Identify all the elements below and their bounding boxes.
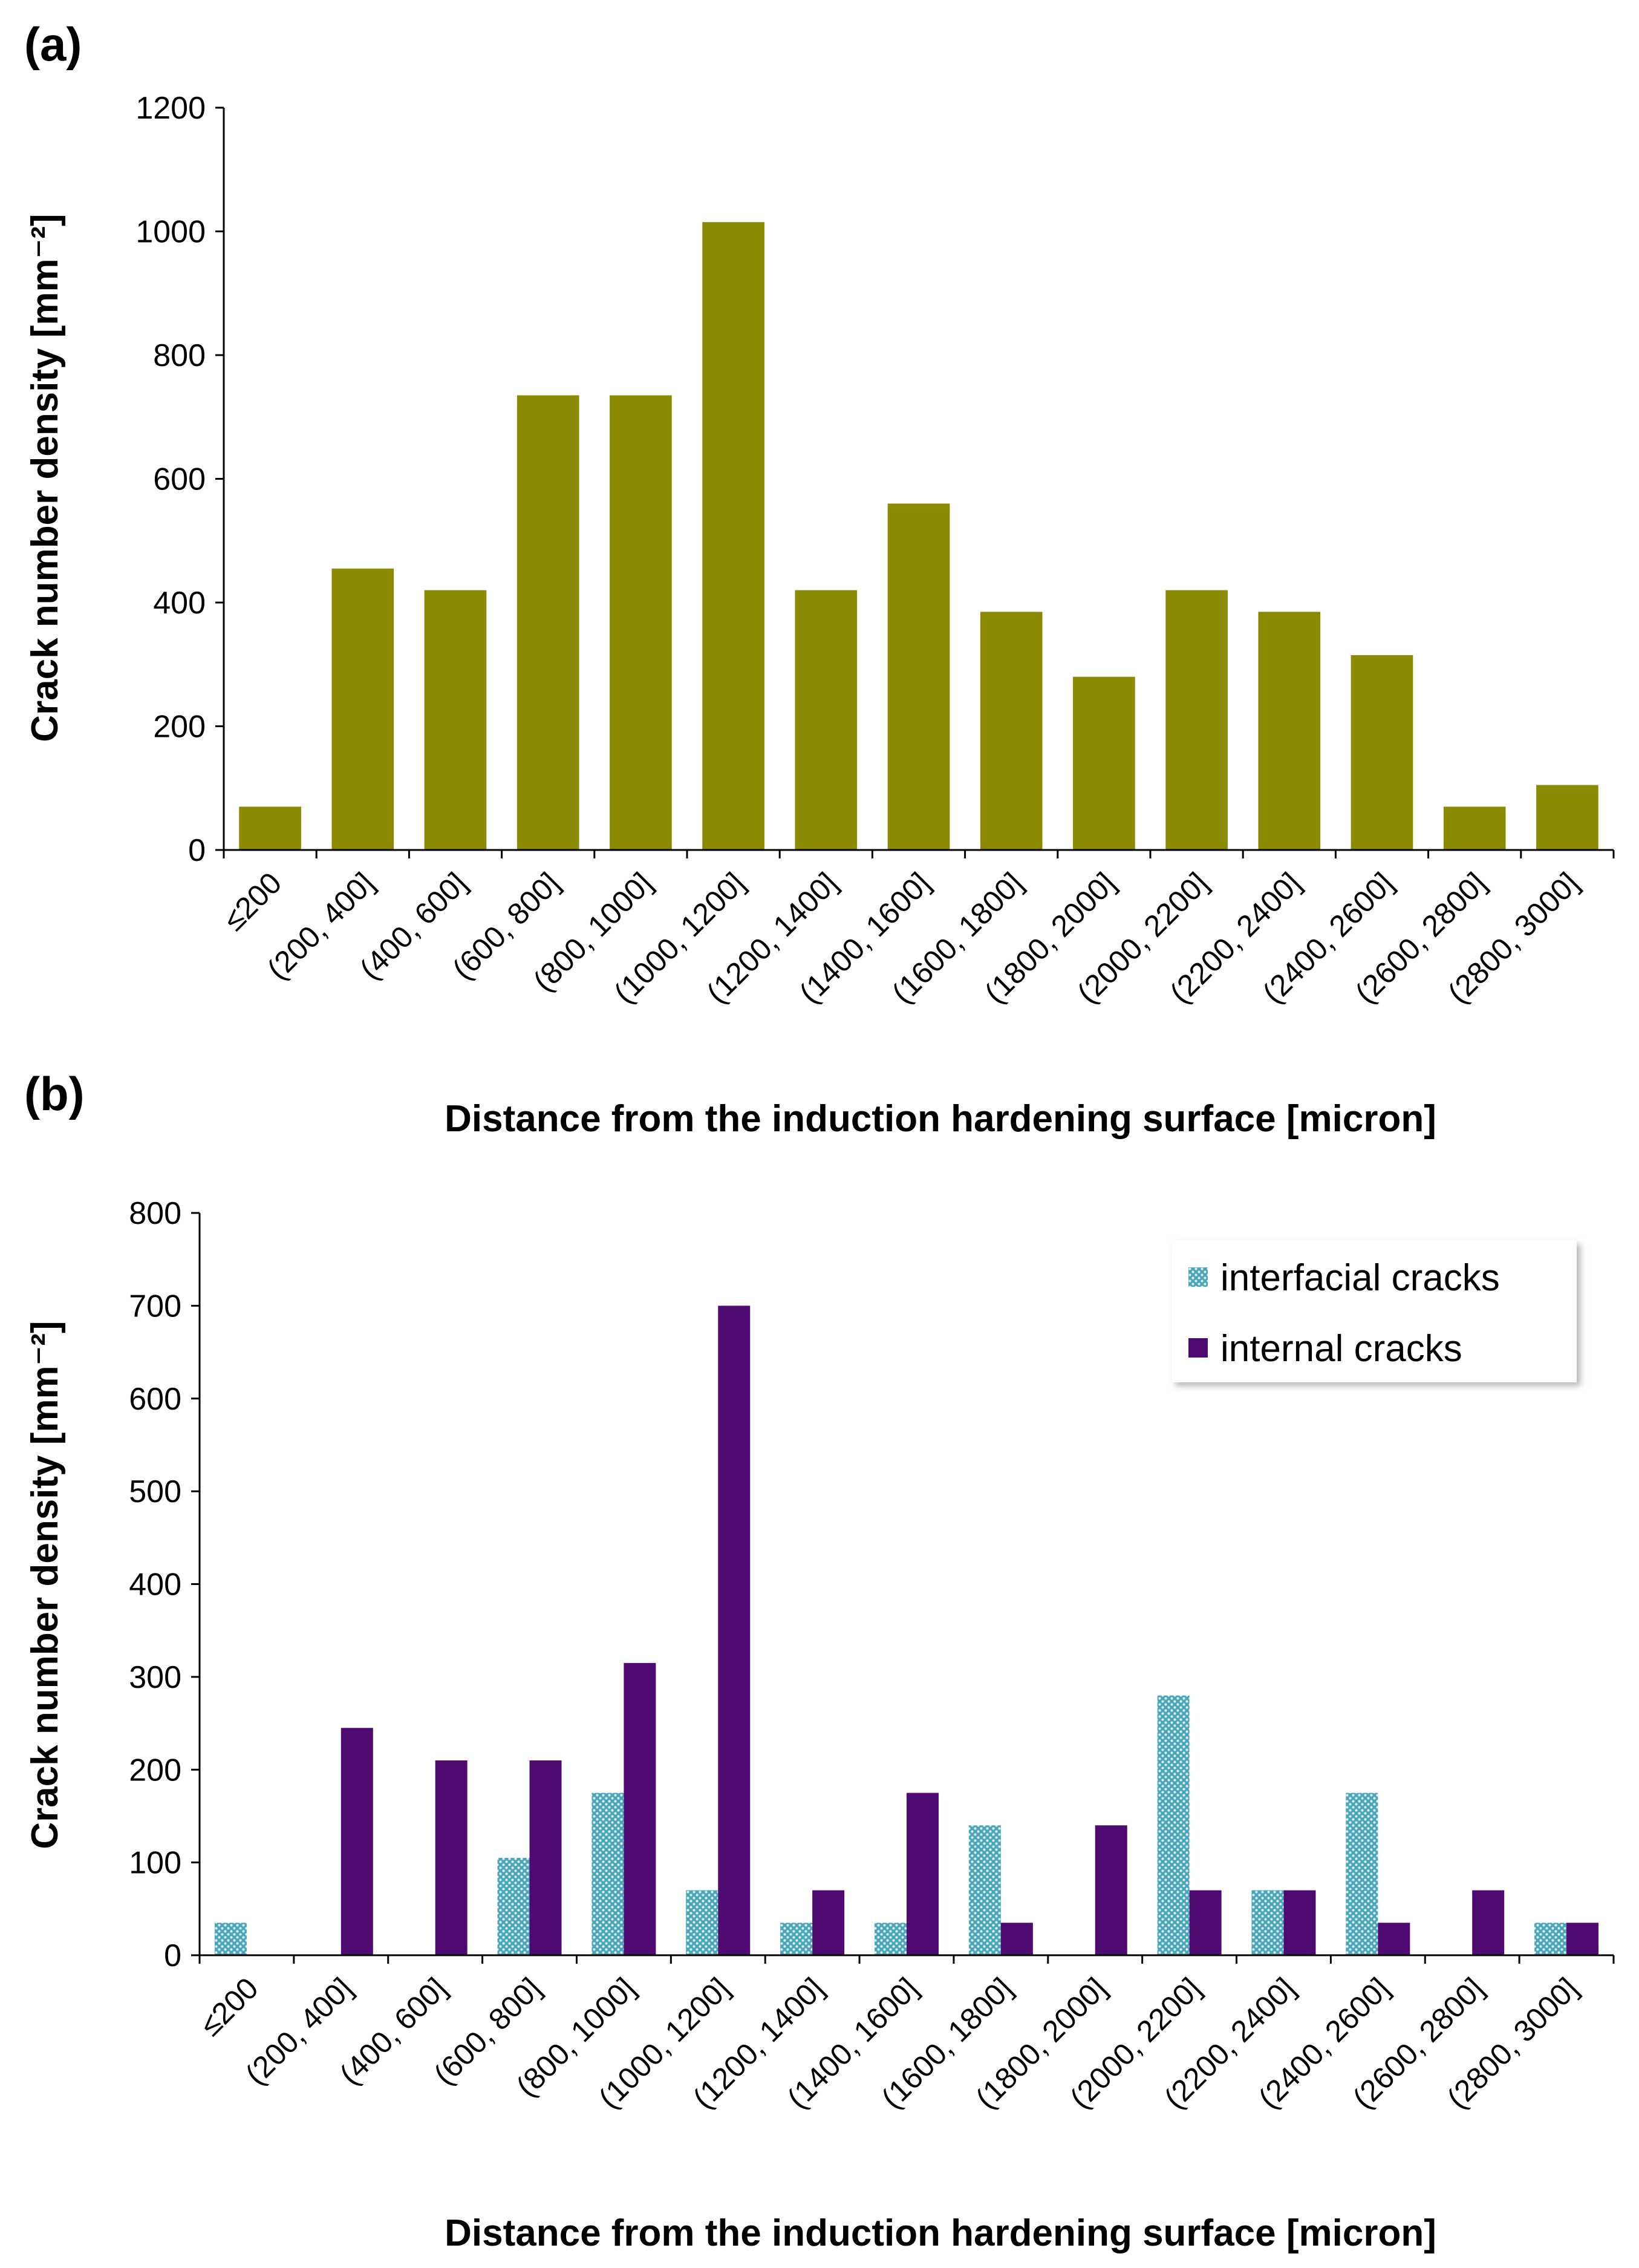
legend-label-interfacial: interfacial cracks xyxy=(1220,1257,1500,1299)
legend-label-internal: internal cracks xyxy=(1220,1328,1462,1370)
panel-b-y-axis-title: Crack number density [mm⁻²] xyxy=(24,1321,66,1849)
panel-b-x-ticks: ≤200(200, 400](400, 600](600, 800](800, … xyxy=(194,1955,1615,2115)
bar-interfacial-cracks-11 xyxy=(1251,1890,1284,1955)
bar-internal-cracks-13 xyxy=(1472,1890,1505,1955)
y-tick-label: 500 xyxy=(129,1474,181,1509)
bar-crack-number-density-8 xyxy=(980,612,1043,850)
y-tick-label: 600 xyxy=(129,1382,181,1417)
bar-interfacial-cracks-8 xyxy=(968,1825,1001,1955)
y-tick-label: 600 xyxy=(153,462,206,497)
bar-crack-number-density-14 xyxy=(1536,785,1598,850)
bar-crack-number-density-10 xyxy=(1165,590,1228,850)
bar-internal-cracks-10 xyxy=(1189,1890,1222,1955)
bar-internal-cracks-8 xyxy=(1000,1923,1033,1955)
y-tick-label: 800 xyxy=(153,338,206,373)
panel-a-y-axis-title: Crack number density [mm⁻²] xyxy=(24,214,66,742)
panel-b-y-ticks: 0 100 200 300 400 500 600 700 800 xyxy=(129,1196,200,1973)
bar-interfacial-cracks-6 xyxy=(780,1923,813,1955)
panel-b-x-axis-title: Distance from the induction hardening su… xyxy=(445,2212,1436,2254)
bar-internal-cracks-1 xyxy=(341,1728,373,1955)
panel-b-label: (b) xyxy=(24,1067,85,1120)
x-tick-label: ≤200 xyxy=(217,866,288,937)
panel-a-label: (a) xyxy=(24,18,82,71)
bar-crack-number-density-4 xyxy=(610,395,672,850)
bar-crack-number-density-7 xyxy=(887,503,950,850)
bar-internal-cracks-3 xyxy=(529,1760,562,1955)
panel-a-y-ticks: 0 200 400 600 800 1000 1200 xyxy=(135,91,224,868)
panel-b-bars xyxy=(214,1306,1599,1955)
bar-crack-number-density-3 xyxy=(516,395,579,850)
bar-crack-number-density-12 xyxy=(1351,655,1413,850)
bar-internal-cracks-6 xyxy=(812,1890,845,1955)
bar-internal-cracks-7 xyxy=(907,1793,939,1955)
bar-crack-number-density-13 xyxy=(1443,806,1506,850)
y-tick-label: 300 xyxy=(129,1660,181,1695)
panel-a-x-ticks: ≤200(200, 400](400, 600](600, 800](800, … xyxy=(217,850,1615,1010)
y-tick-label: 0 xyxy=(164,1938,181,1973)
bar-crack-number-density-6 xyxy=(795,590,858,850)
bar-crack-number-density-0 xyxy=(239,806,301,850)
bar-interfacial-cracks-3 xyxy=(497,1857,530,1955)
bar-interfacial-cracks-0 xyxy=(214,1923,247,1955)
panel-a-bars xyxy=(239,222,1598,851)
bar-crack-number-density-9 xyxy=(1073,676,1135,850)
y-tick-label: 1200 xyxy=(135,91,206,126)
bar-interfacial-cracks-5 xyxy=(686,1890,718,1955)
bar-interfacial-cracks-14 xyxy=(1534,1923,1567,1955)
bar-internal-cracks-5 xyxy=(718,1306,751,1955)
bar-crack-number-density-5 xyxy=(702,222,764,851)
bar-internal-cracks-2 xyxy=(435,1760,468,1955)
chart-panel-a: (a) 0 200 400 600 800 1000 1200 ≤200(200, 400]… xyxy=(24,18,1615,1140)
panel-a-x-axis-title: Distance from the induction hardening su… xyxy=(445,1098,1436,1140)
bar-interfacial-cracks-12 xyxy=(1346,1793,1378,1955)
panel-b-legend: interfacial cracks internal cracks xyxy=(1171,1240,1577,1382)
legend-box xyxy=(1171,1240,1577,1382)
y-tick-label: 200 xyxy=(153,710,206,745)
bar-internal-cracks-11 xyxy=(1283,1890,1316,1955)
bar-internal-cracks-14 xyxy=(1566,1923,1599,1955)
y-tick-label: 100 xyxy=(129,1846,181,1881)
bar-crack-number-density-11 xyxy=(1258,612,1321,850)
y-tick-label: 700 xyxy=(129,1289,181,1324)
chart-panel-b: (b) 0 100 200 300 400 500 600 700 800 ≤200(200, … xyxy=(24,1067,1615,2254)
y-tick-label: 400 xyxy=(153,586,206,621)
bar-crack-number-density-1 xyxy=(331,568,394,850)
y-tick-label: 200 xyxy=(129,1753,181,1788)
bar-interfacial-cracks-10 xyxy=(1157,1695,1190,1955)
y-tick-label: 0 xyxy=(188,833,206,868)
bar-internal-cracks-9 xyxy=(1095,1825,1127,1955)
x-tick-label: ≤200 xyxy=(194,1971,265,2042)
bar-interfacial-cracks-7 xyxy=(875,1923,907,1955)
bar-internal-cracks-12 xyxy=(1378,1923,1410,1955)
y-tick-label: 400 xyxy=(129,1567,181,1603)
bar-interfacial-cracks-4 xyxy=(591,1793,624,1955)
bar-crack-number-density-2 xyxy=(424,590,487,850)
y-tick-label: 800 xyxy=(129,1196,181,1231)
legend-swatch-internal xyxy=(1188,1338,1208,1358)
legend-swatch-interfacial xyxy=(1188,1267,1208,1287)
bar-internal-cracks-4 xyxy=(624,1662,656,1955)
y-tick-label: 1000 xyxy=(135,215,206,250)
